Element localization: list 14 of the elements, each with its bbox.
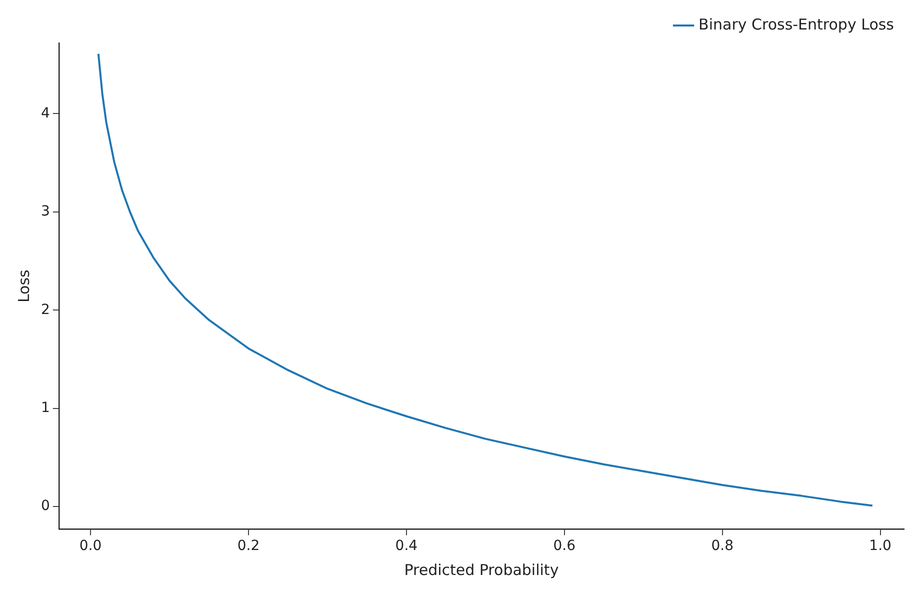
legend-label: Binary Cross-Entropy Loss: [698, 15, 894, 34]
y-tick-label: 4: [40, 105, 50, 122]
y-tick-label: 2: [40, 302, 50, 318]
y-axis-title: Loss: [14, 269, 33, 303]
x-axis-title: Predicted Probability: [404, 560, 559, 579]
y-tick-label: 0: [40, 498, 50, 514]
x-tick-label: 0.6: [553, 538, 576, 554]
x-tick-label: 1.0: [869, 538, 892, 554]
x-tick-label: 0.2: [237, 538, 260, 554]
x-tick-label: 0.8: [711, 538, 734, 554]
y-tick-label: 3: [40, 204, 50, 220]
x-tick-label: 0.0: [79, 538, 102, 554]
x-tick-label: 0.4: [395, 538, 418, 554]
y-tick-label: 1: [40, 400, 50, 416]
